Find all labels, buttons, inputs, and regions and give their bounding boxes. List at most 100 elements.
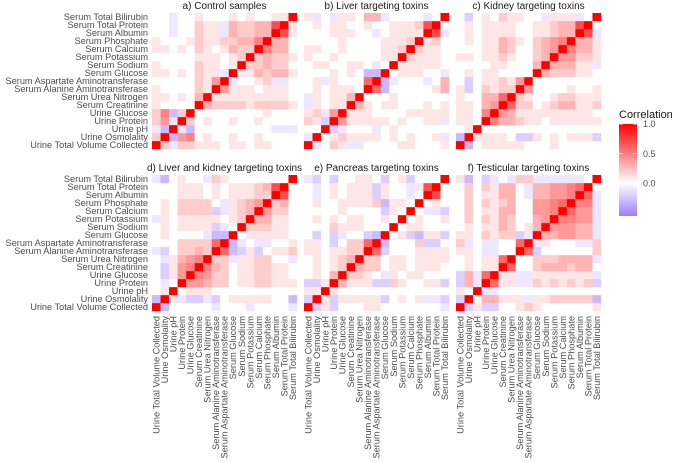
heatmap-cell [490, 21, 499, 30]
heatmap-cell [532, 295, 542, 304]
heatmap-cell [228, 13, 238, 22]
heatmap-cell [372, 175, 381, 184]
heatmap-cell [473, 231, 482, 240]
heatmap-cell [304, 37, 313, 46]
heatmap-cell [338, 77, 347, 86]
heatmap-cell [228, 101, 238, 110]
heatmap-cell [473, 223, 482, 232]
x-tick-label: Serum Aspartate Aminotransferase [372, 316, 382, 458]
heatmap-cell [245, 85, 255, 94]
heatmap-cell [397, 133, 407, 142]
heatmap-cell [464, 215, 474, 224]
heatmap-cell [338, 69, 347, 78]
heatmap-cell [464, 207, 474, 216]
heatmap-cell [507, 215, 516, 224]
heatmap-cell [329, 69, 339, 78]
heatmap-cell [481, 53, 491, 62]
heatmap-cell [304, 125, 313, 134]
heatmap-cell [329, 141, 339, 150]
heatmap-cell [186, 61, 195, 70]
heatmap-cell [220, 117, 229, 126]
heatmap-cell [152, 13, 161, 22]
heatmap-cell [321, 183, 330, 192]
heatmap-cell [549, 191, 559, 200]
heatmap-cell [363, 53, 373, 62]
heatmap-cell [186, 101, 195, 110]
heatmap-cell [473, 117, 482, 126]
heatmap-cell [490, 13, 499, 22]
heatmap-cell [558, 45, 568, 54]
heatmap-cell [194, 263, 204, 272]
heatmap-cell [211, 247, 221, 256]
heatmap-cell [549, 141, 559, 150]
heatmap-cell [473, 85, 482, 94]
heatmap-cell [490, 295, 499, 304]
heatmap-cell [211, 93, 221, 102]
y-tick-label: Serum Calcium [85, 206, 148, 216]
heatmap-cell [338, 279, 347, 288]
heatmap-cell [329, 303, 339, 312]
heatmap-cell [279, 117, 289, 126]
heatmap-cell [194, 255, 204, 264]
heatmap-cell [549, 271, 559, 280]
heatmap-cell [490, 93, 499, 102]
heatmap-cell [372, 263, 381, 272]
heatmap-cell [490, 85, 499, 94]
heatmap-cell [262, 61, 272, 70]
heatmap-cell [363, 255, 373, 264]
heatmap-cell [558, 53, 568, 62]
heatmap-cell [431, 255, 441, 264]
heatmap-cell [152, 109, 161, 118]
heatmap-cell [431, 53, 441, 62]
heatmap-cell [304, 295, 313, 304]
heatmap-cell [456, 53, 465, 62]
heatmap-cell [541, 207, 550, 216]
heatmap-cell [507, 295, 516, 304]
heatmap-cell [423, 141, 433, 150]
heatmap-cell [288, 93, 298, 102]
heatmap-cell [389, 109, 398, 118]
heatmap-cell [583, 13, 593, 22]
heatmap-cell [338, 37, 347, 46]
heatmap-cell [440, 117, 450, 126]
heatmap-cell [152, 117, 161, 126]
heatmap-cell [329, 29, 339, 38]
heatmap-cell [464, 13, 474, 22]
heatmap-cell [194, 231, 204, 240]
heatmap-cell [312, 53, 322, 62]
heatmap-cell [498, 109, 508, 118]
heatmap-cell [363, 69, 373, 78]
heatmap-cell [473, 45, 482, 54]
heatmap-cell [566, 295, 576, 304]
heatmap-cell [464, 93, 474, 102]
heatmap-cell [237, 247, 246, 256]
heatmap-cell [397, 85, 407, 94]
heatmap-cell [397, 13, 407, 22]
heatmap-cell [507, 109, 516, 118]
heatmap-cell [498, 239, 508, 248]
heatmap-cell [271, 263, 281, 272]
heatmap-cell [338, 13, 347, 22]
heatmap-cell [254, 13, 264, 22]
heatmap-cell [228, 21, 238, 30]
heatmap-cell [481, 287, 491, 296]
x-tick-label: Serum Total Bilirubin [592, 316, 602, 400]
x-tick-label: Serum Phosphate [262, 316, 272, 390]
heatmap-cell [177, 247, 187, 256]
heatmap-cell [566, 247, 576, 256]
heatmap-cell [355, 109, 364, 118]
heatmap-cell [440, 133, 450, 142]
heatmap-cell [288, 263, 298, 272]
heatmap-cell [228, 141, 238, 150]
heatmap-cell [464, 287, 474, 296]
heatmap-cell [473, 21, 482, 30]
heatmap-cell [524, 37, 533, 46]
heatmap-cell [507, 207, 516, 216]
heatmap-cell [558, 13, 568, 22]
heatmap-cell [152, 37, 161, 46]
x-tick-label: Urine Total Volume Collected [455, 316, 465, 434]
heatmap-cell [414, 69, 424, 78]
x-tick-label: Urine pH [169, 316, 179, 352]
heatmap-cell [262, 29, 272, 38]
heatmap-cell [464, 37, 474, 46]
